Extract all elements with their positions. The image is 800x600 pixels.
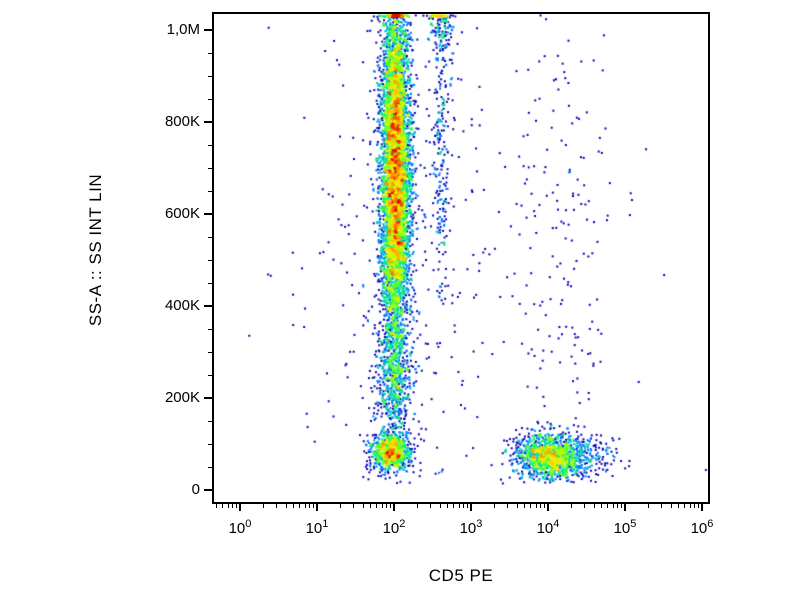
x-tick-label: 105 [613, 518, 637, 537]
x-minor-tick [689, 504, 691, 508]
x-minor-tick [222, 504, 224, 508]
y-minor-tick [208, 52, 212, 54]
x-minor-tick [543, 504, 545, 508]
x-minor-tick [439, 504, 441, 508]
x-minor-tick [216, 504, 218, 508]
x-major-tick [239, 504, 241, 511]
x-minor-tick [678, 504, 680, 508]
x-major-tick [316, 504, 318, 511]
y-major-tick [204, 305, 212, 307]
x-minor-tick [570, 504, 572, 508]
y-minor-tick [208, 144, 212, 146]
x-minor-tick [339, 504, 341, 508]
x-minor-tick [389, 504, 391, 508]
y-major-tick [204, 397, 212, 399]
x-minor-tick [276, 504, 278, 508]
x-minor-tick [535, 504, 537, 508]
y-tick-label: 1,0M [166, 21, 200, 38]
y-minor-tick [208, 374, 212, 376]
x-minor-tick [694, 504, 696, 508]
x-minor-tick [416, 504, 418, 508]
y-major-tick [204, 489, 212, 491]
y-minor-tick [208, 75, 212, 77]
x-minor-tick [293, 504, 295, 508]
x-tick-label: 103 [459, 518, 483, 537]
x-minor-tick [430, 504, 432, 508]
x-minor-tick [493, 504, 495, 508]
x-major-tick [701, 504, 703, 511]
x-minor-tick [661, 504, 663, 508]
x-minor-tick [447, 504, 449, 508]
x-tick-label: 100 [228, 518, 252, 537]
x-tick-label: 104 [536, 518, 560, 537]
x-minor-tick [458, 504, 460, 508]
x-tick-label: 106 [690, 518, 714, 537]
x-minor-tick [262, 504, 264, 508]
x-minor-tick [540, 504, 542, 508]
x-minor-tick [601, 504, 603, 508]
y-minor-tick [208, 282, 212, 284]
x-minor-tick [309, 504, 311, 508]
y-minor-tick [208, 236, 212, 238]
y-minor-tick [208, 351, 212, 353]
plot-area [212, 12, 710, 504]
x-minor-tick [463, 504, 465, 508]
x-minor-tick [584, 504, 586, 508]
x-minor-tick [617, 504, 619, 508]
x-minor-tick [612, 504, 614, 508]
x-tick-label: 101 [305, 518, 329, 537]
x-minor-tick [227, 504, 229, 508]
scatter-canvas [214, 14, 708, 502]
x-minor-tick [370, 504, 372, 508]
x-minor-tick [353, 504, 355, 508]
x-minor-tick [381, 504, 383, 508]
x-minor-tick [697, 504, 699, 508]
y-minor-tick [208, 328, 212, 330]
x-major-tick [547, 504, 549, 511]
x-minor-tick [647, 504, 649, 508]
y-major-tick [204, 213, 212, 215]
y-minor-tick [208, 466, 212, 468]
y-minor-tick [208, 98, 212, 100]
x-minor-tick [593, 504, 595, 508]
y-minor-tick [208, 190, 212, 192]
y-tick-label: 600K [164, 205, 200, 222]
x-major-tick [470, 504, 472, 511]
y-major-tick [204, 29, 212, 31]
x-minor-tick [362, 504, 364, 508]
x-minor-tick [507, 504, 509, 508]
x-minor-tick [530, 504, 532, 508]
x-minor-tick [620, 504, 622, 508]
x-minor-tick [516, 504, 518, 508]
x-minor-tick [299, 504, 301, 508]
y-tick-label: 0 [191, 481, 200, 498]
y-tick-label: 800K [164, 113, 200, 130]
x-minor-tick [235, 504, 237, 508]
y-tick-label: 400K [164, 297, 200, 314]
x-minor-tick [466, 504, 468, 508]
x-minor-tick [524, 504, 526, 508]
x-major-tick [393, 504, 395, 511]
x-major-tick [624, 504, 626, 511]
y-axis-title: SS-A :: SS INT LIN [86, 173, 105, 327]
y-minor-tick [208, 443, 212, 445]
x-minor-tick [304, 504, 306, 508]
x-minor-tick [607, 504, 609, 508]
y-minor-tick [208, 167, 212, 169]
x-axis-title: CD5 PE [428, 566, 494, 585]
x-minor-tick [670, 504, 672, 508]
y-minor-tick [208, 259, 212, 261]
x-minor-tick [285, 504, 287, 508]
x-minor-tick [376, 504, 378, 508]
y-tick-label: 200K [164, 389, 200, 406]
y-minor-tick [208, 420, 212, 422]
x-minor-tick [386, 504, 388, 508]
x-minor-tick [684, 504, 686, 508]
x-tick-label: 102 [382, 518, 406, 537]
x-minor-tick [453, 504, 455, 508]
x-minor-tick [312, 504, 314, 508]
x-minor-tick [232, 504, 234, 508]
y-major-tick [204, 121, 212, 123]
